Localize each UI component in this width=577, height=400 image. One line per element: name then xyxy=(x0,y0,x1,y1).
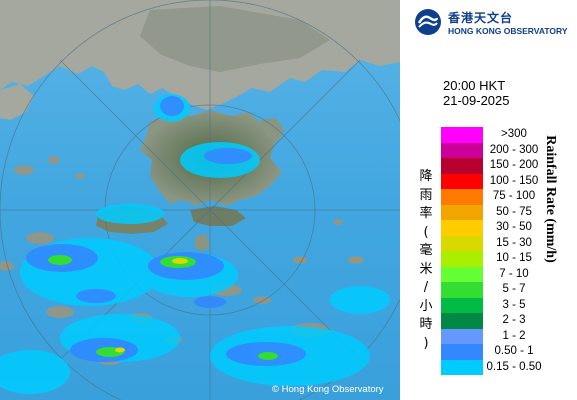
legend-range: 10 - 15 xyxy=(496,252,532,264)
legend-swatch xyxy=(441,282,483,298)
hko-logo: 香港天文台 HONG KONG OBSERVATORY xyxy=(412,6,572,42)
northeast-land xyxy=(300,0,400,44)
legend-row: 15 - 30 xyxy=(441,235,571,251)
time-label: 20:00 HKT xyxy=(443,78,506,93)
legend-row: 30 - 50 xyxy=(441,220,571,236)
legend-range: 7 - 10 xyxy=(499,267,529,280)
zh-char: 時 xyxy=(419,317,433,332)
legend-swatch xyxy=(441,220,483,236)
legend-row: 0.50 - 1 xyxy=(441,344,571,360)
legend-row: 50 - 75 xyxy=(441,204,571,220)
hko-logo-icon xyxy=(415,9,441,35)
legend-swatch xyxy=(441,344,483,360)
zh-char: ( xyxy=(423,224,429,240)
legend-row: 10 - 15 xyxy=(441,251,571,267)
sai-kung-peninsula xyxy=(260,118,284,142)
legend-swatch xyxy=(441,359,483,375)
legend-row: 200 - 300 xyxy=(441,142,571,158)
legend-range: 2 - 3 xyxy=(502,314,526,326)
legend-title-chinese: 降 雨 率 ( 毫 米 / 小 時 ) xyxy=(415,168,437,353)
legend-row: 150 - 200 xyxy=(441,158,571,174)
legend-range: 30 - 50 xyxy=(496,221,532,233)
legend-swatch xyxy=(441,328,483,344)
zh-char: ) xyxy=(423,335,429,351)
legend-swatch xyxy=(441,251,483,267)
zh-char: 雨 xyxy=(419,187,433,203)
timestamp: 20:00 HKT 21-09-2025 xyxy=(443,78,510,108)
radar-map: © Hong Kong Observatory xyxy=(0,0,400,400)
legend-range: 1 - 2 xyxy=(502,329,526,342)
legend-swatch xyxy=(441,313,483,329)
zh-char: 米 xyxy=(419,261,433,277)
hong-kong-island xyxy=(190,206,246,226)
legend-swatch xyxy=(441,142,483,158)
legend-row: 75 - 100 xyxy=(441,189,571,205)
lamma-island xyxy=(194,234,210,252)
legend-row: >300 xyxy=(441,127,571,143)
legend-row: 100 - 150 xyxy=(441,173,571,189)
legend-row: 2 - 3 xyxy=(441,313,571,329)
legend-row: 3 - 5 xyxy=(441,297,571,313)
legend-range: 50 - 75 xyxy=(496,205,532,218)
logo-chinese-text: 香港天文台 xyxy=(448,11,514,25)
zh-char: 小 xyxy=(419,298,433,314)
zh-char: 毫 xyxy=(419,243,433,258)
legend-range: 5 - 7 xyxy=(502,283,526,295)
copyright-notice: © Hong Kong Observatory xyxy=(272,384,384,395)
legend-panel: 香港天文台 HONG KONG OBSERVATORY 20:00 HKT 21… xyxy=(400,0,577,400)
legend-range: 0.50 - 1 xyxy=(494,345,534,357)
legend-swatch xyxy=(441,297,483,313)
legend-swatch xyxy=(441,158,483,174)
legend-range: 100 - 150 xyxy=(489,174,539,187)
legend-range: 150 - 200 xyxy=(489,159,539,171)
legend-swatch xyxy=(441,266,483,282)
legend-row: 1 - 2 xyxy=(441,328,571,344)
radar-map-canvas xyxy=(0,0,400,400)
legend-row: 0.15 - 0.50 xyxy=(441,359,571,375)
legend-range: >300 xyxy=(501,128,527,140)
legend-swatch xyxy=(441,204,483,220)
legend-swatch xyxy=(441,127,483,143)
zh-char: 率 xyxy=(419,206,433,221)
legend-row: 5 - 7 xyxy=(441,282,571,298)
rain-echo-intense xyxy=(115,258,188,353)
rainfall-legend: >300 200 - 300 150 - 200 100 - 150 75 - … xyxy=(441,127,571,375)
legend-swatch xyxy=(441,189,483,205)
legend-range: 200 - 300 xyxy=(489,143,539,156)
legend-swatch xyxy=(441,173,483,189)
zh-char: / xyxy=(423,280,429,295)
legend-row: 7 - 10 xyxy=(441,266,571,282)
date-label: 21-09-2025 xyxy=(443,93,510,108)
legend-range: 15 - 30 xyxy=(496,236,532,249)
logo-english-text: HONG KONG OBSERVATORY xyxy=(448,26,568,36)
zh-char: 降 xyxy=(419,169,433,184)
west-coast-land xyxy=(0,84,34,120)
legend-swatch xyxy=(441,235,483,251)
legend-range: 3 - 5 xyxy=(502,298,526,311)
legend-title-english: Rainfall Rate (mm/h) xyxy=(543,135,558,263)
legend-range: 75 - 100 xyxy=(492,190,536,202)
mainland-terrain xyxy=(140,6,330,72)
legend-range: 0.15 - 0.50 xyxy=(486,360,542,373)
